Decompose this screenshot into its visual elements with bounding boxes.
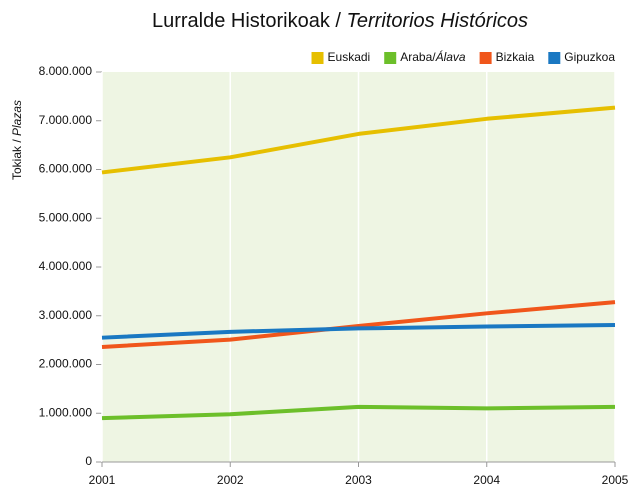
legend-swatch bbox=[384, 52, 397, 64]
y-tick-label: 8.000.000 bbox=[39, 64, 93, 78]
x-tick-label: 2005 bbox=[602, 473, 629, 487]
chart-title: Lurralde Historikoak / Territorios Histó… bbox=[152, 10, 528, 32]
y-tick-label: 6.000.000 bbox=[39, 162, 93, 176]
legend-label: Euskadi bbox=[328, 50, 371, 64]
y-tick-label: 7.000.000 bbox=[39, 113, 93, 127]
y-tick-label: 1.000.000 bbox=[39, 405, 93, 419]
legend-swatch bbox=[548, 52, 561, 64]
y-tick-label: 0 bbox=[85, 454, 92, 468]
legend-swatch bbox=[479, 52, 492, 64]
y-tick-label: 4.000.000 bbox=[39, 259, 93, 273]
x-tick-label: 2003 bbox=[345, 473, 372, 487]
y-axis-label: Tokiak / Plazas bbox=[10, 100, 24, 180]
legend-swatch bbox=[311, 52, 324, 64]
legend-label: Araba/Álava bbox=[400, 49, 466, 64]
legend-label: Gipuzkoa bbox=[564, 50, 615, 64]
series-line bbox=[101, 404, 616, 421]
series-line bbox=[101, 105, 616, 175]
x-tick-label: 2002 bbox=[217, 473, 244, 487]
y-tick-label: 3.000.000 bbox=[39, 308, 93, 322]
legend-label: Bizkaia bbox=[496, 50, 535, 64]
y-tick-label: 5.000.000 bbox=[39, 210, 93, 224]
series-line bbox=[101, 323, 616, 340]
x-tick-label: 2001 bbox=[89, 473, 116, 487]
series-line bbox=[101, 300, 616, 349]
x-tick-label: 2004 bbox=[473, 473, 500, 487]
y-tick-label: 2.000.000 bbox=[39, 357, 93, 371]
